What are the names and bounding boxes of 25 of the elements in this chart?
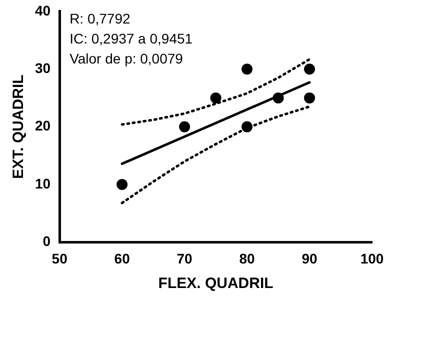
- point: [242, 64, 253, 75]
- point: [304, 64, 316, 75]
- annotation: Valor de p: 0,0079: [70, 50, 184, 66]
- x-tick-label: 80: [239, 250, 256, 266]
- point: [242, 121, 253, 132]
- annotation: R: 0,7792: [70, 10, 130, 26]
- line-series: [120, 105, 311, 204]
- y-tick-label: 0: [42, 233, 51, 250]
- x-tick-label: 50: [52, 250, 68, 266]
- y-tick-label: 20: [34, 118, 51, 134]
- x-tick-label: 90: [302, 250, 318, 266]
- x-tick-label: 100: [360, 250, 384, 266]
- point: [179, 121, 190, 132]
- point: [304, 92, 316, 104]
- y-tick-label: 30: [34, 60, 51, 76]
- y-axis-title: EXT. QUADRIL: [10, 74, 28, 179]
- y-tick-label: 10: [34, 175, 51, 192]
- x-axis-title: FLEX. QUADRIL: [158, 275, 274, 292]
- x-tick-label: 60: [114, 250, 130, 266]
- point: [116, 179, 128, 190]
- annotation: IC: 0,2937 a 0,9451: [70, 30, 193, 46]
- x-tick-label: 70: [176, 250, 193, 266]
- point: [272, 92, 284, 104]
- y-tick-label: 40: [34, 2, 51, 18]
- point: [210, 92, 222, 104]
